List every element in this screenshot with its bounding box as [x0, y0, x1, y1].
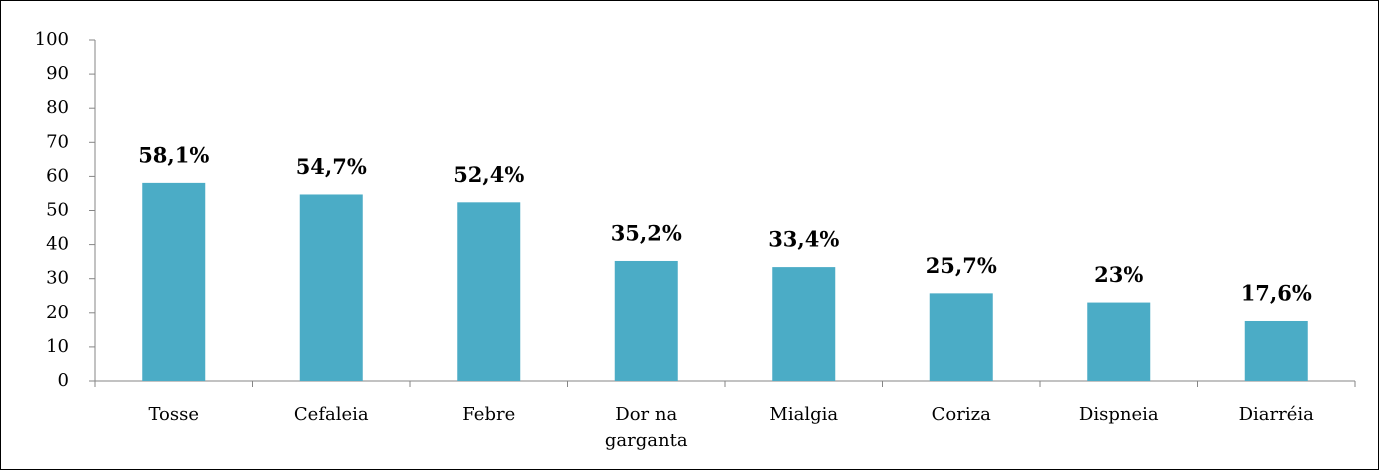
y-tick-label: 90 [46, 63, 69, 84]
y-tick-label: 0 [58, 370, 69, 391]
x-tick-label: Febre [462, 404, 515, 425]
bar [457, 202, 521, 381]
value-label: 33,4% [768, 227, 839, 252]
y-tick-label: 10 [46, 336, 69, 357]
x-tick-label: Coriza [932, 404, 991, 425]
bar [142, 182, 206, 381]
value-label: 52,4% [453, 162, 524, 187]
x-tick-label: Tosse [148, 404, 199, 425]
y-tick-label: 20 [46, 302, 69, 323]
y-tick-label: 50 [46, 200, 69, 221]
x-tick-label: Dor na garganta [605, 404, 688, 451]
x-tick-label: Diarréia [1239, 404, 1315, 425]
x-tick-label: Dispneia [1079, 404, 1159, 425]
value-label: 35,2% [611, 220, 682, 245]
bar [929, 293, 993, 381]
y-tick-label: 40 [46, 234, 69, 255]
bar [1087, 302, 1151, 381]
x-tick-label: Cefaleia [294, 404, 369, 425]
value-label: 17,6% [1241, 280, 1312, 305]
y-tick-label: 70 [46, 131, 69, 152]
bar [772, 267, 836, 381]
y-tick-label: 80 [46, 97, 69, 118]
value-label: 23% [1094, 262, 1143, 287]
value-label: 58,1% [138, 142, 209, 167]
bar [299, 194, 363, 381]
value-label: 54,7% [296, 154, 367, 179]
y-tick-label: 30 [46, 268, 69, 289]
y-tick-label: 100 [35, 29, 69, 50]
y-tick-label: 60 [46, 165, 69, 186]
bar [614, 260, 678, 381]
value-label: 25,7% [926, 253, 997, 278]
x-tick-label: Mialgia [769, 404, 838, 425]
bar [1244, 320, 1308, 381]
